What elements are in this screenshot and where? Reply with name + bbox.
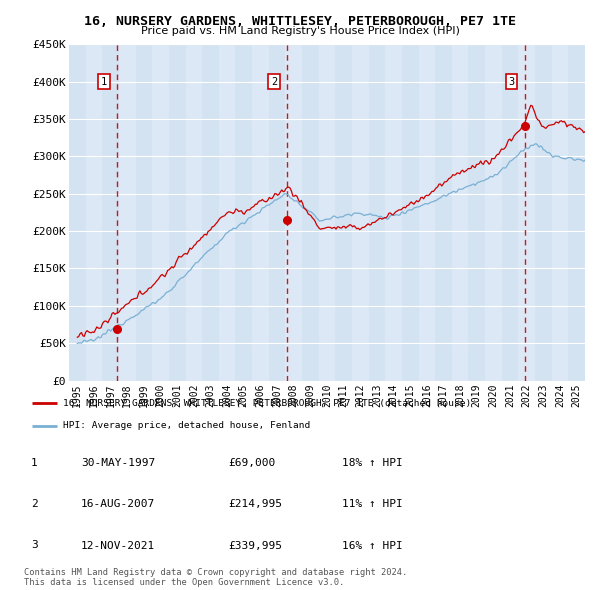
Text: 3: 3 (31, 540, 38, 550)
Bar (269, 44, 286, 381)
Text: £69,000: £69,000 (228, 458, 275, 468)
Text: 16% ↑ HPI: 16% ↑ HPI (342, 541, 403, 550)
Bar (102, 44, 119, 381)
Bar (219, 44, 235, 381)
Bar (419, 44, 435, 381)
Bar (235, 44, 252, 381)
Bar (518, 44, 535, 381)
Bar (452, 44, 469, 381)
Bar (552, 44, 568, 381)
Text: £214,995: £214,995 (228, 500, 282, 509)
Bar (169, 44, 185, 381)
Bar (435, 44, 452, 381)
Text: 2: 2 (271, 77, 277, 87)
Bar (252, 44, 269, 381)
Bar (185, 44, 202, 381)
Bar (286, 44, 302, 381)
Text: 18% ↑ HPI: 18% ↑ HPI (342, 458, 403, 468)
Text: HPI: Average price, detached house, Fenland: HPI: Average price, detached house, Fenl… (63, 421, 310, 430)
Bar (136, 44, 152, 381)
Text: 3: 3 (508, 77, 514, 87)
Text: 1: 1 (101, 77, 107, 87)
Bar (535, 44, 552, 381)
Text: 30-MAY-1997: 30-MAY-1997 (81, 458, 155, 468)
Text: 2: 2 (31, 499, 38, 509)
Text: 16, NURSERY GARDENS, WHITTLESEY, PETERBOROUGH, PE7 1TE: 16, NURSERY GARDENS, WHITTLESEY, PETERBO… (84, 15, 516, 28)
Bar (69, 44, 86, 381)
Bar (568, 44, 585, 381)
Text: Contains HM Land Registry data © Crown copyright and database right 2024.: Contains HM Land Registry data © Crown c… (24, 568, 407, 577)
Bar (502, 44, 518, 381)
Bar (485, 44, 502, 381)
Bar (152, 44, 169, 381)
Bar (202, 44, 219, 381)
Bar (352, 44, 368, 381)
Bar (86, 44, 102, 381)
Text: 16-AUG-2007: 16-AUG-2007 (81, 500, 155, 509)
Text: Price paid vs. HM Land Registry's House Price Index (HPI): Price paid vs. HM Land Registry's House … (140, 26, 460, 36)
Text: 16, NURSERY GARDENS, WHITTLESEY, PETERBOROUGH, PE7 1TE (detached house): 16, NURSERY GARDENS, WHITTLESEY, PETERBO… (63, 399, 472, 408)
Bar (368, 44, 385, 381)
Bar (469, 44, 485, 381)
Text: 11% ↑ HPI: 11% ↑ HPI (342, 500, 403, 509)
Text: 12-NOV-2021: 12-NOV-2021 (81, 541, 155, 550)
Bar (335, 44, 352, 381)
Bar (302, 44, 319, 381)
Bar (319, 44, 335, 381)
Bar (385, 44, 402, 381)
Text: This data is licensed under the Open Government Licence v3.0.: This data is licensed under the Open Gov… (24, 578, 344, 587)
Bar (402, 44, 419, 381)
Text: £339,995: £339,995 (228, 541, 282, 550)
Text: 1: 1 (31, 458, 38, 468)
Bar (119, 44, 136, 381)
